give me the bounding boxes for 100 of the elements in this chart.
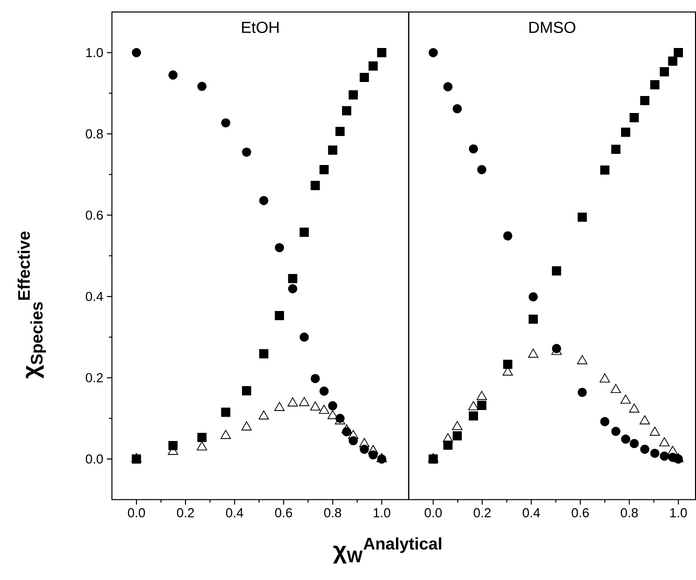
point xyxy=(274,243,284,252)
x-tick-label: 0.0 xyxy=(424,508,442,518)
point xyxy=(132,48,142,58)
point xyxy=(274,402,285,412)
point xyxy=(528,314,538,324)
point xyxy=(650,80,660,90)
point xyxy=(629,404,640,413)
point xyxy=(300,332,309,342)
point xyxy=(299,397,310,406)
point xyxy=(220,430,231,440)
point xyxy=(428,48,438,58)
y-tick-label: 0.0 xyxy=(86,454,103,464)
point xyxy=(452,421,462,430)
point xyxy=(310,402,320,411)
y-axis-title: χ$_{Species}$Effective xyxy=(18,232,46,379)
point xyxy=(319,386,329,396)
point xyxy=(319,165,329,174)
point xyxy=(630,439,639,448)
point xyxy=(348,90,358,100)
point xyxy=(503,232,512,241)
x-tick-label: 0.6 xyxy=(572,508,589,518)
x-axis-title: χ$_{W}$Analytical xyxy=(333,538,442,564)
point xyxy=(310,374,320,384)
point xyxy=(197,433,207,442)
point xyxy=(468,144,478,154)
point xyxy=(476,391,487,400)
point xyxy=(468,401,479,410)
y-tick-label: 0.8 xyxy=(86,129,103,139)
x-tick-label: 0.4 xyxy=(226,508,244,518)
point xyxy=(477,165,486,174)
point xyxy=(360,73,369,82)
point xyxy=(668,56,678,66)
point xyxy=(196,442,208,451)
point xyxy=(640,96,650,106)
point xyxy=(620,394,631,404)
point xyxy=(328,410,338,420)
point xyxy=(241,422,252,431)
x-tick-label: 0.2 xyxy=(474,508,491,518)
point xyxy=(600,166,610,175)
point xyxy=(310,181,320,190)
point xyxy=(640,444,650,454)
point xyxy=(528,292,538,302)
point xyxy=(359,438,370,448)
point xyxy=(442,433,454,442)
point xyxy=(578,212,587,222)
x-tick-label: 0.0 xyxy=(128,508,145,518)
chart-title: EtOH xyxy=(242,22,279,34)
point xyxy=(318,404,330,414)
x-tick-label: 0.2 xyxy=(176,508,194,518)
point xyxy=(360,444,369,454)
point xyxy=(577,355,588,364)
point xyxy=(377,48,386,58)
point xyxy=(368,445,378,454)
point xyxy=(660,452,669,461)
x-tick-label: 1.0 xyxy=(374,508,390,518)
point xyxy=(328,146,338,155)
point xyxy=(443,82,453,92)
point xyxy=(368,62,378,71)
point xyxy=(668,446,678,456)
point xyxy=(578,388,587,398)
point xyxy=(288,284,298,294)
point xyxy=(630,113,639,122)
point xyxy=(288,398,298,407)
chart-title: DMSO xyxy=(529,22,576,34)
point xyxy=(468,412,478,421)
point xyxy=(259,349,268,359)
point xyxy=(274,311,284,320)
point xyxy=(348,430,358,440)
point xyxy=(341,424,352,434)
point xyxy=(328,401,338,411)
point xyxy=(660,67,669,77)
point xyxy=(659,437,670,446)
x-tick-label: 0.8 xyxy=(620,508,638,518)
point xyxy=(503,360,512,370)
x-tick-label: 1.0 xyxy=(670,508,687,518)
point xyxy=(552,266,562,276)
x-tick-label: 0.4 xyxy=(522,508,540,518)
point xyxy=(443,440,453,450)
x-tick-label: 0.6 xyxy=(275,508,292,518)
y-tick-label: 0.4 xyxy=(86,292,104,302)
point xyxy=(221,408,230,418)
x-tick-label: 0.8 xyxy=(324,508,342,518)
point xyxy=(221,118,230,128)
point xyxy=(242,148,252,157)
point xyxy=(621,434,630,444)
point xyxy=(600,374,610,383)
point xyxy=(650,448,660,458)
y-tick-label: 1.0 xyxy=(86,48,103,58)
point xyxy=(335,127,345,136)
point xyxy=(477,400,486,410)
point xyxy=(452,104,462,114)
point xyxy=(258,410,269,420)
point xyxy=(288,274,298,284)
point xyxy=(600,417,610,426)
point xyxy=(342,106,352,116)
point xyxy=(611,144,620,154)
point xyxy=(528,348,538,358)
point xyxy=(674,48,683,58)
point xyxy=(168,70,178,80)
point xyxy=(452,431,462,441)
